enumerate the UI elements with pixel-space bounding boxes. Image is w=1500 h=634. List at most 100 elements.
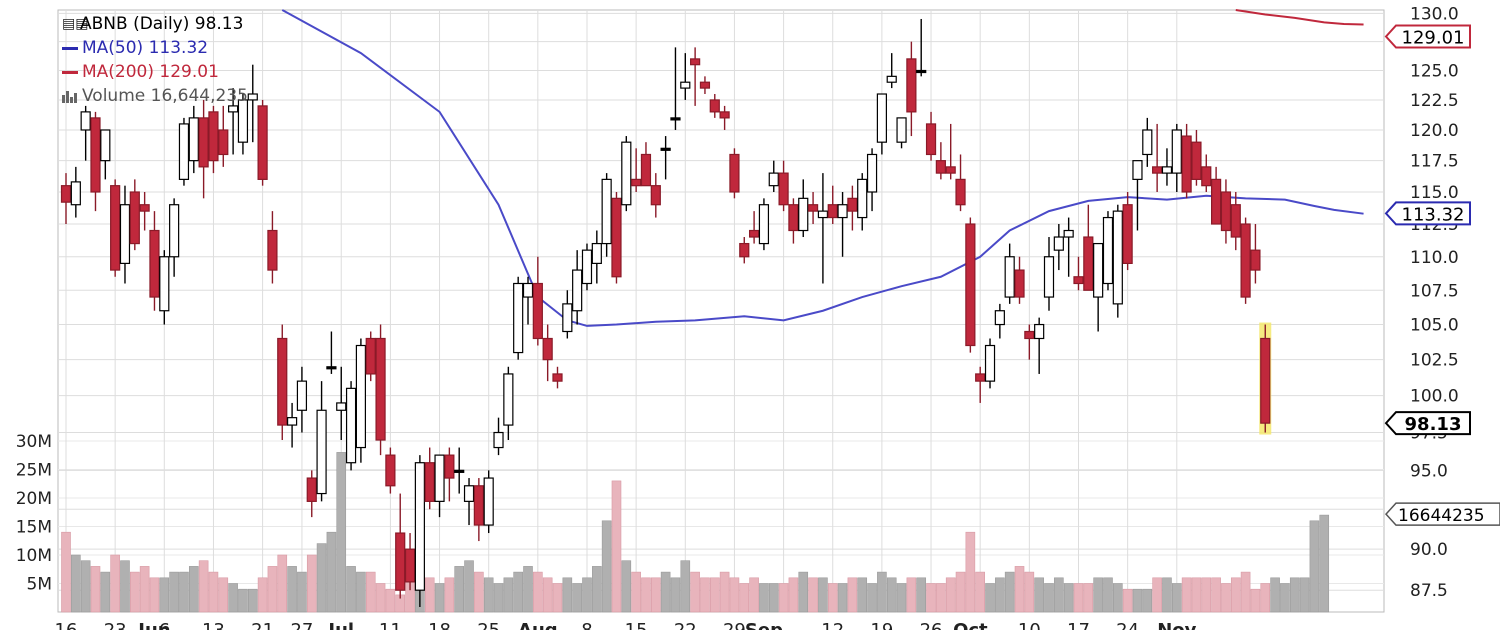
last-price-tag-box <box>1384 411 1471 436</box>
volume-bar <box>926 583 936 613</box>
candle-icon: ▤▤ <box>62 16 89 32</box>
volume-bar <box>670 577 681 613</box>
x-tick-label: 18 <box>428 620 451 630</box>
candle-body <box>611 197 622 278</box>
volume-bar <box>1122 588 1133 613</box>
volume-tick-label: 15M <box>16 518 52 538</box>
candle-body <box>1220 191 1232 232</box>
candle-body <box>375 337 386 441</box>
candle-body <box>670 117 681 121</box>
volume-bar <box>434 583 445 613</box>
volume-bar <box>542 577 553 613</box>
candle-body <box>690 58 701 66</box>
candle-body <box>719 111 730 119</box>
x-tick-label: 25 <box>477 620 500 630</box>
x-tick-label: Oct <box>953 620 988 630</box>
x-tick-label: 29 <box>723 620 746 630</box>
volume-bar <box>110 554 120 613</box>
candle-body <box>267 229 278 271</box>
candle-body <box>1083 236 1094 291</box>
volume-layer <box>61 452 1330 613</box>
candle-body <box>1043 256 1055 298</box>
chart-legend: ▤▤ ABNB (Daily) 98.13 MA(50) 113.32 MA(2… <box>62 12 248 108</box>
candle-body <box>994 310 1005 326</box>
candle-body <box>522 282 534 298</box>
candle-body <box>1073 276 1084 285</box>
volume-bar <box>1034 577 1044 613</box>
volume-bar <box>218 577 229 613</box>
volume-bar <box>719 571 730 613</box>
candle-body <box>886 75 897 83</box>
candle-body <box>473 485 484 526</box>
volume-bar <box>71 554 81 613</box>
volume-bar <box>188 566 199 613</box>
volume-bar <box>238 588 248 613</box>
volume-bar <box>1142 588 1153 613</box>
volume-tag-label: 16644235 <box>1398 506 1485 526</box>
volume-bar <box>985 583 995 613</box>
volume-bar <box>798 571 809 613</box>
volume-bar <box>1014 566 1025 613</box>
volume-bar <box>945 577 956 613</box>
candle-body <box>631 178 642 187</box>
volume-bar <box>709 577 720 613</box>
price-tick-label: 115.0 <box>1410 183 1459 203</box>
candle-body <box>1014 269 1025 298</box>
ma50-price-tag-box <box>1384 201 1471 226</box>
candle-body <box>739 242 750 258</box>
volume-tick-label: 25M <box>16 461 52 481</box>
candle-body <box>1093 242 1104 298</box>
candle-body <box>237 99 249 143</box>
candle-body <box>336 402 347 411</box>
candle-body <box>60 185 72 203</box>
volume-bar <box>80 560 91 613</box>
volume-bar <box>1113 583 1123 613</box>
candle-body <box>198 117 209 168</box>
candle-body <box>355 344 366 449</box>
candle-body <box>1024 330 1035 340</box>
volume-bar <box>1073 583 1084 613</box>
candle-body <box>316 409 327 495</box>
x-tick-label: 11 <box>379 620 402 630</box>
candle-body <box>257 105 268 180</box>
candle-body <box>503 373 514 426</box>
candle-body <box>169 204 180 258</box>
candle-body <box>80 111 91 131</box>
chart-title: ABNB (Daily) 98.13 <box>80 14 244 34</box>
volume-bar <box>1309 520 1320 613</box>
candle-body <box>837 204 848 219</box>
candle-body <box>640 153 652 187</box>
candle-body <box>277 337 288 426</box>
volume-bar <box>749 577 759 613</box>
candle-body <box>434 454 445 502</box>
candle-body <box>444 454 455 479</box>
candle-body <box>817 210 829 219</box>
volume-bar <box>582 577 592 613</box>
volume-bar <box>503 577 514 613</box>
candle-body <box>149 229 160 298</box>
candle-body <box>768 172 779 187</box>
volume-bar <box>267 566 278 613</box>
x-tick-label: 24 <box>1116 620 1139 630</box>
candle-body <box>1063 229 1074 238</box>
price-tick-label: 110.0 <box>1410 248 1459 268</box>
volume-bar <box>1054 577 1064 613</box>
volume-bar <box>955 571 966 613</box>
volume-bar <box>1103 577 1113 613</box>
ma200-line <box>1235 9 1364 26</box>
candle-body <box>788 204 799 232</box>
price-tick-label: 122.5 <box>1410 91 1459 111</box>
candle-body <box>847 197 858 212</box>
price-tick-label: 100.0 <box>1410 387 1459 407</box>
x-tick-label: 21 <box>251 620 274 630</box>
volume-bar <box>641 577 651 613</box>
volume-bar <box>768 583 779 613</box>
candle-body <box>601 178 612 245</box>
price-tick-label: 120.0 <box>1410 121 1459 141</box>
candle-body <box>680 81 691 89</box>
volume-bar <box>120 560 130 613</box>
volume-bar <box>287 566 297 613</box>
candle-body <box>110 185 121 271</box>
volume-tick-label: 20M <box>16 489 52 509</box>
